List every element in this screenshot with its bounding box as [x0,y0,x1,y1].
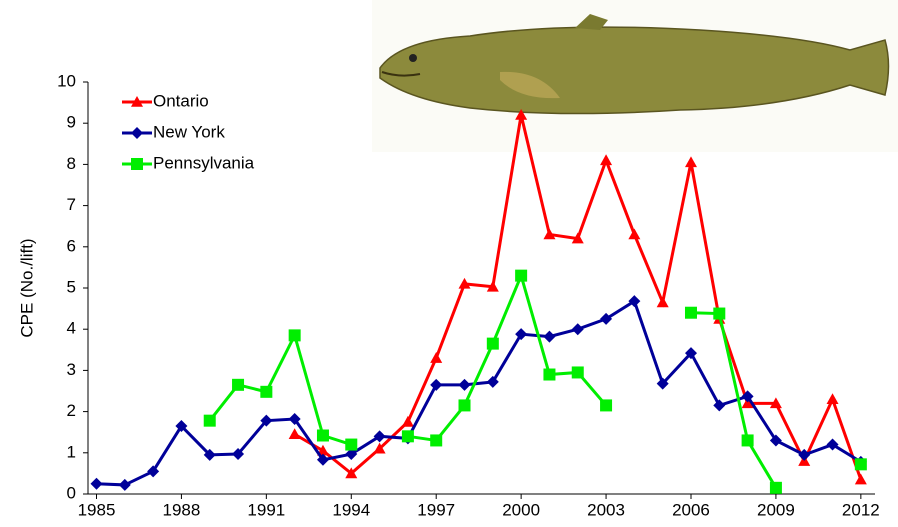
legend-label: Pennsylvania [153,153,255,172]
marker [401,430,414,443]
marker [260,385,273,398]
marker [826,438,839,451]
marker [543,228,556,240]
marker [260,414,273,427]
x-tick-label: 2009 [757,500,795,519]
marker [458,277,471,289]
marker [571,366,584,379]
y-tick-label: 6 [67,236,76,255]
series-line [690,311,778,489]
marker [798,448,811,461]
y-tick-label: 0 [67,483,76,502]
x-tick-label: 1988 [163,500,201,519]
marker [131,127,143,139]
marker [345,467,358,479]
marker [515,328,528,341]
x-tick-label: 1985 [78,500,116,519]
marker [175,420,188,433]
y-tick-label: 1 [67,442,76,461]
marker [600,399,613,412]
marker [713,399,726,412]
marker [628,228,641,240]
marker [543,368,556,381]
marker [741,397,754,409]
marker [118,478,131,491]
x-tick-label: 1997 [417,500,455,519]
marker [543,330,556,343]
marker [656,377,669,390]
marker [316,453,329,466]
fish-illustration [372,0,898,152]
marker [345,438,358,451]
marker [131,96,143,107]
x-tick-label: 2003 [587,500,625,519]
marker [232,448,245,461]
marker [515,269,528,282]
x-tick-label: 1991 [247,500,285,519]
marker [826,393,839,405]
marker [769,397,782,409]
marker [288,428,301,440]
marker [288,329,301,342]
series-line [293,114,863,481]
marker [769,434,782,447]
y-tick-label: 7 [67,195,76,214]
marker [684,306,697,319]
marker [288,413,301,426]
marker [713,307,726,320]
marker [741,390,754,403]
marker [373,430,386,443]
marker [600,154,613,166]
marker [373,442,386,454]
x-tick-label: 2006 [672,500,710,519]
marker [430,352,443,363]
legend-label: Ontario [153,91,209,110]
y-axis-label: CPE (No./lift) [17,238,36,337]
marker [571,232,584,244]
marker [345,448,358,461]
marker [458,399,471,412]
marker [515,108,528,120]
y-tick-label: 8 [67,154,76,173]
marker [430,378,443,391]
y-tick-label: 4 [67,319,76,338]
marker [628,295,641,308]
marker [741,434,754,447]
marker [571,323,584,336]
marker [656,296,669,308]
marker [486,280,499,292]
marker [684,347,697,360]
marker [131,158,143,170]
marker [316,444,329,456]
marker [147,465,160,478]
marker [316,429,329,442]
y-tick-label: 2 [67,401,76,420]
marker [769,481,782,494]
marker [203,414,216,427]
marker [458,378,471,391]
marker [684,156,697,168]
marker [854,473,867,485]
marker [600,312,613,325]
marker [203,448,216,461]
series-line [96,298,862,487]
legend: Ontario New York Pennsylvania [122,91,255,172]
marker [854,458,867,471]
y-tick-label: 9 [67,113,76,132]
marker [430,434,443,447]
x-tick-label: 2000 [502,500,540,519]
marker [486,375,499,388]
marker [90,477,103,490]
x-tick-label: 1994 [332,500,370,519]
marker [401,415,414,427]
legend-label: New York [153,122,225,141]
y-tick-label: 3 [67,360,76,379]
y-tick-label: 5 [67,277,76,296]
series-line [208,331,352,446]
marker [232,378,245,391]
x-tick-label: 2012 [842,500,880,519]
y-tick-label: 10 [57,71,76,90]
marker [486,337,499,350]
